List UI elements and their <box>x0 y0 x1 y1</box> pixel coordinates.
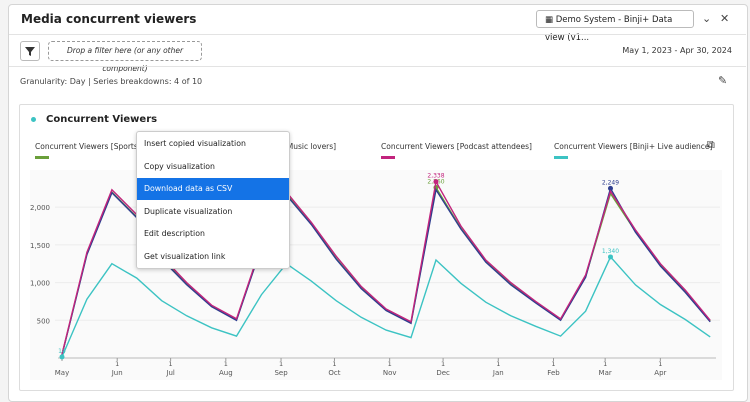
data-point <box>607 185 613 191</box>
data-label: 2,249 <box>602 179 619 186</box>
panel-title: Media concurrent viewers <box>21 12 197 26</box>
x-tick-day: 1 <box>169 360 173 368</box>
x-tick-day: 1 <box>115 360 119 368</box>
legend-label[interactable]: Concurrent Viewers [Podcast attendees] <box>381 142 532 151</box>
x-tick-day: 1 <box>224 360 228 368</box>
settings-button[interactable]: ⧉ <box>707 138 715 151</box>
x-tick-label: Oct <box>328 369 340 377</box>
data-label: 2,338 <box>427 173 444 180</box>
divider <box>9 66 746 67</box>
y-tick-label: 500 <box>37 317 50 325</box>
x-tick-day: 1 <box>441 360 445 368</box>
x-tick-label: Dec <box>436 369 450 377</box>
x-tick-label: Aug <box>219 369 233 377</box>
x-tick-label: Feb <box>547 369 560 377</box>
x-tick-label: Mar <box>599 369 612 377</box>
visualization-frame <box>19 104 734 391</box>
menu-item[interactable]: Download data as CSV <box>137 178 289 200</box>
x-tick-day: 1 <box>388 360 392 368</box>
y-tick-label: 2,000 <box>30 204 50 212</box>
x-tick-day: 1 <box>551 360 555 368</box>
x-tick-day: 1 <box>496 360 500 368</box>
series-line <box>61 255 711 358</box>
data-point <box>433 179 439 185</box>
status-dot <box>31 117 36 122</box>
data-label: 1,340 <box>602 248 619 255</box>
x-tick-label: Jul <box>165 369 175 377</box>
y-tick-label: 1,000 <box>30 280 50 288</box>
y-tick-label: 1,500 <box>30 242 50 250</box>
menu-item[interactable]: Edit description <box>144 229 205 238</box>
menu-item[interactable]: Insert copied visualization <box>144 139 246 148</box>
x-tick-day: 1 <box>332 360 336 368</box>
filter-button[interactable] <box>20 41 40 61</box>
collapse-button[interactable]: ⌄ <box>702 12 712 25</box>
x-tick-label: Jun <box>111 369 123 377</box>
legend-swatch <box>554 156 568 159</box>
x-tick-label: Jan <box>492 369 504 377</box>
menu-item[interactable]: Get visualization link <box>144 251 226 261</box>
x-tick-label: Apr <box>654 369 666 377</box>
legend-swatch <box>381 156 395 159</box>
menu-item[interactable]: Copy visualization <box>144 161 215 171</box>
x-tick-label: May <box>55 369 69 377</box>
legend-label[interactable]: Concurrent Viewers [Sports enthusiasts] <box>35 142 187 151</box>
visualization-title: Concurrent Viewers <box>46 114 158 125</box>
context-menu: Insert copied visualization Copy visualiz… <box>136 131 290 269</box>
data-view-label: Demo System - Binji+ Data view (v1... <box>545 15 673 43</box>
x-tick-label: Sep <box>274 369 288 377</box>
data-point <box>607 254 613 260</box>
x-tick-day: 1 <box>603 360 607 368</box>
data-point <box>59 354 65 360</box>
filter-drop-zone[interactable]: Drop a filter here (or any other compone… <box>48 41 202 73</box>
data-view-picker[interactable]: ▦ Demo System - Binji+ Data view (v1... <box>536 10 694 43</box>
legend-label[interactable]: Concurrent Viewers [Binji+ Live audience… <box>554 142 713 151</box>
x-tick-day: 1 <box>658 360 662 368</box>
granularity: Granularity: Day | Series breakdowns: 4 … <box>20 77 203 86</box>
legend-swatch <box>35 156 49 159</box>
close-button[interactable]: ✕ <box>720 12 730 25</box>
edit-button[interactable]: ✎ <box>718 74 728 87</box>
x-tick-label: Nov <box>383 369 397 377</box>
data-label: 14 <box>58 348 66 355</box>
x-tick-day: 1 <box>279 360 283 368</box>
date-range[interactable]: May 1, 2023 - Apr 30, 2024 <box>622 46 732 55</box>
menu-item[interactable]: Duplicate visualization <box>144 206 233 216</box>
divider <box>9 34 746 35</box>
